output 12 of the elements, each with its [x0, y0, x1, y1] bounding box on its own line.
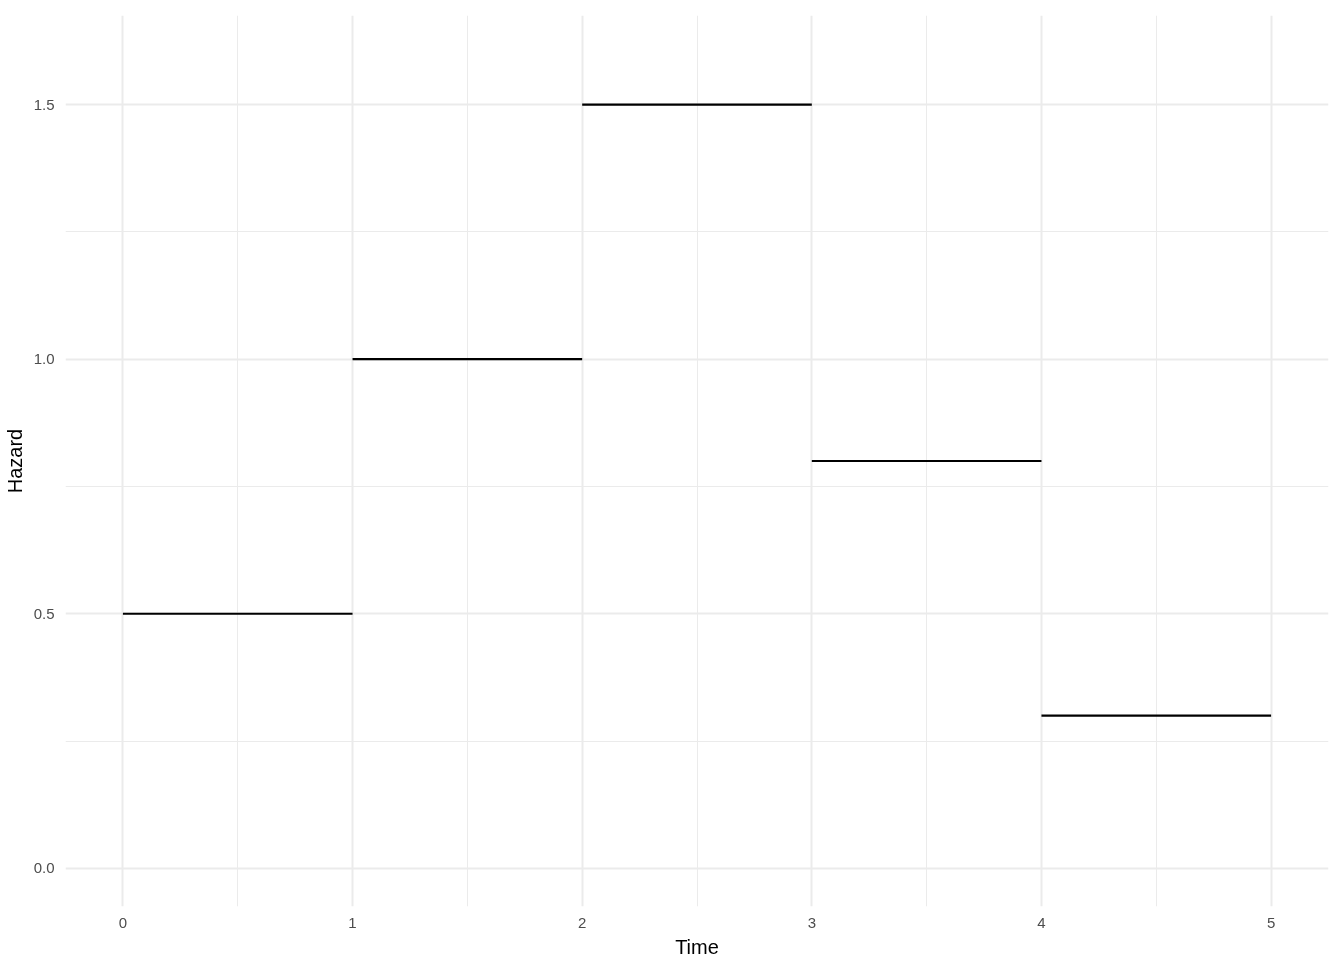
y-tick-label: 1.0	[33, 350, 55, 368]
y-axis-title: Hazard	[3, 428, 26, 494]
x-tick-label: 0	[118, 913, 128, 931]
x-tick-label: 2	[578, 913, 587, 931]
x-tick-label: 5	[1266, 913, 1276, 931]
y-tick-label: 1.5	[33, 95, 55, 113]
x-tick-label: 1	[348, 913, 357, 931]
x-tick-label: 3	[807, 913, 816, 931]
x-axis-title: Time	[675, 935, 719, 958]
y-tick-label: 0.5	[33, 604, 55, 622]
y-tick-label: 0.0	[33, 859, 55, 877]
x-tick-label: 4	[1037, 913, 1046, 931]
